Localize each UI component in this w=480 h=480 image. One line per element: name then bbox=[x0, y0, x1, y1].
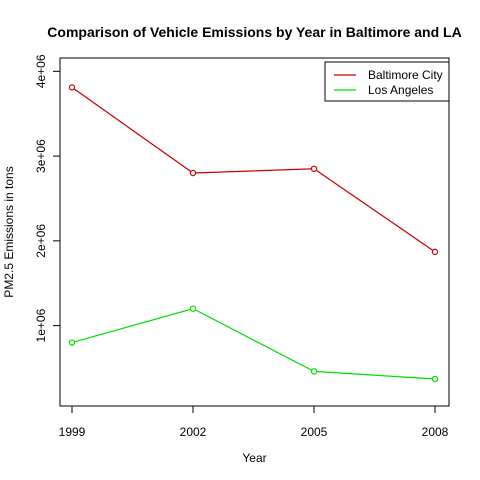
x-tick-label: 2002 bbox=[180, 425, 207, 439]
x-tick-label: 2005 bbox=[301, 425, 328, 439]
x-axis: 1999 2002 2005 2008 bbox=[59, 405, 449, 439]
legend-entry: Los Angeles bbox=[368, 83, 433, 97]
y-tick-label: 2e+06 bbox=[34, 224, 48, 258]
plot-border bbox=[59, 57, 450, 407]
x-tick-label: 1999 bbox=[59, 425, 86, 439]
series-point-2 bbox=[310, 368, 318, 375]
series-point-1 bbox=[189, 169, 197, 177]
legend-box bbox=[324, 61, 450, 102]
y-tick-label: 3e+06 bbox=[34, 139, 48, 173]
series-point-2 bbox=[189, 305, 197, 312]
series-point-1 bbox=[431, 248, 439, 256]
chart-title: Comparison of Vehicle Emissions by Year … bbox=[47, 24, 461, 40]
series-point-2 bbox=[431, 375, 439, 383]
y-tick-label: 1e+06 bbox=[34, 308, 48, 342]
series-point-1 bbox=[68, 84, 76, 91]
y-axis-label: PM2.5 Emissions in tons bbox=[2, 166, 16, 297]
x-axis-label: Year bbox=[242, 451, 266, 465]
y-axis: 1e+06 2e+06 3e+06 4e+06 bbox=[34, 54, 61, 342]
series-point-2 bbox=[68, 339, 76, 346]
y-tick-label: 4e+06 bbox=[34, 54, 48, 88]
series-line-1 bbox=[71, 86, 436, 253]
series-line-2 bbox=[71, 308, 436, 380]
legend-entry: Baltimore City bbox=[368, 68, 443, 82]
series-point-1 bbox=[310, 165, 318, 172]
x-tick-label: 2008 bbox=[422, 425, 449, 439]
series-layer bbox=[68, 84, 439, 383]
